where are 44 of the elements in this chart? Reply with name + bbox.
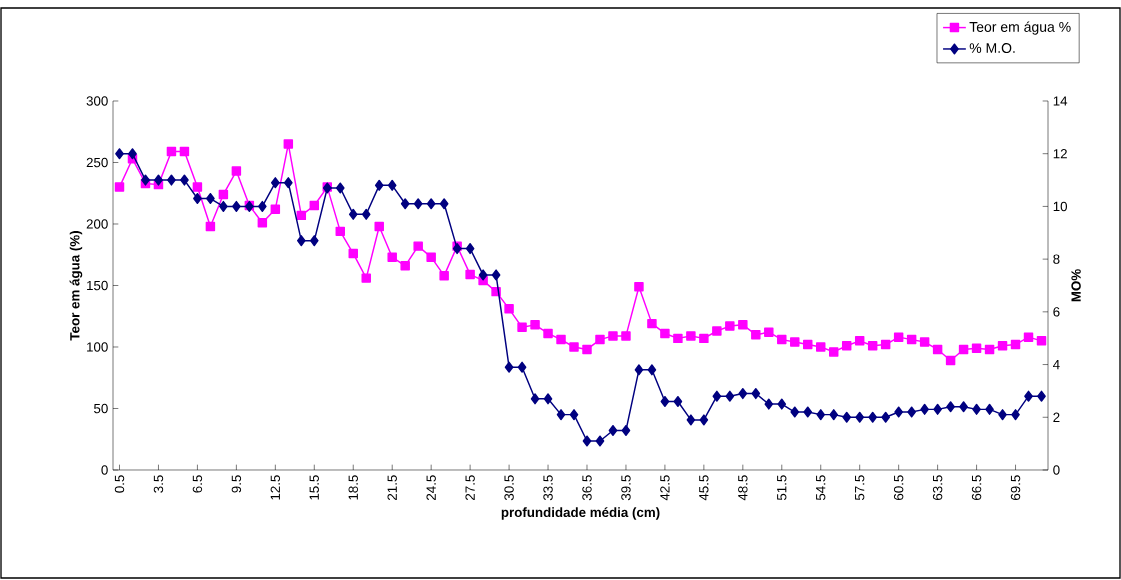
y-tick-label: 50 [94, 403, 108, 414]
y2-tick-label: 4 [1053, 359, 1060, 370]
y-tick-label: 250 [86, 157, 108, 168]
y2-tick-label: 8 [1053, 254, 1060, 264]
x-tick-label: 45.5 [699, 475, 709, 501]
y2-tick-label: 6 [1053, 307, 1060, 317]
x-tick-label: 36.5 [582, 475, 592, 501]
y-tick-label: 100 [87, 342, 108, 352]
legend-label: % M.O. [969, 43, 1015, 53]
legend-label: Teor em água % [969, 21, 1071, 35]
y2-axis-title: MO% [1071, 269, 1081, 302]
x-tick-label: 42.5 [660, 475, 670, 501]
y-tick-label: 0 [101, 465, 108, 475]
x-tick-label: 3.5 [153, 475, 164, 493]
x-tick-label: 39.5 [621, 475, 631, 501]
y2-tick-label: 12 [1053, 149, 1067, 159]
x-tick-label: 57.5 [855, 475, 865, 501]
x-tick-label: 21.5 [387, 475, 397, 500]
x-tick-label: 18.5 [348, 475, 358, 500]
x-tick-label: 6.5 [192, 475, 203, 493]
x-tick-label: 15.5 [309, 475, 319, 500]
x-tick-label: 69.5 [1010, 475, 1021, 500]
x-tick-label: 27.5 [465, 475, 475, 500]
y-axis-title: Teor em água (%) [69, 231, 83, 341]
x-axis-title: profundidade média (cm) [501, 507, 660, 520]
x-tick-label: 66.5 [971, 475, 982, 500]
y-tick-label: 300 [86, 96, 108, 106]
x-tick-label: 33.5 [543, 475, 553, 501]
y2-tick-label: 2 [1053, 412, 1060, 422]
y-tick-label: 200 [86, 219, 108, 229]
x-tick-label: 0.5 [114, 475, 125, 493]
y2-tick-label: 10 [1053, 201, 1068, 212]
y2-tick-label: 14 [1053, 96, 1068, 106]
y2-tick-label: 0 [1053, 465, 1060, 475]
x-tick-label: 12.5 [270, 475, 281, 500]
x-tick-label: 63.5 [932, 475, 943, 500]
x-tick-label: 9.5 [231, 475, 242, 493]
x-tick-label: 48.5 [738, 475, 748, 501]
x-tick-label: 54.5 [816, 475, 826, 501]
x-tick-label: 30.5 [504, 475, 514, 501]
x-tick-label: 60.5 [893, 475, 904, 500]
y-tick-label: 150 [87, 280, 108, 291]
x-tick-label: 24.5 [426, 475, 436, 500]
x-tick-label: 51.5 [777, 475, 787, 501]
